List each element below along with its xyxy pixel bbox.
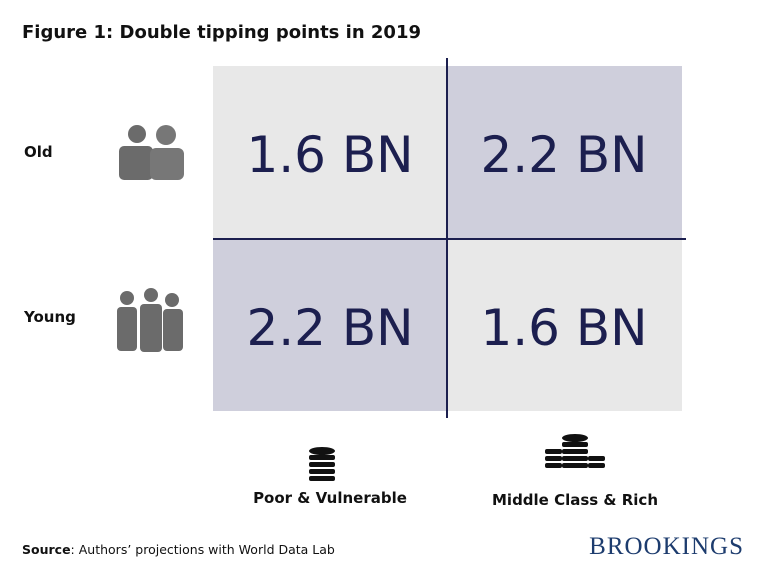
logo: BROOKINGS xyxy=(589,533,744,560)
cell-value: 1.6 BN xyxy=(246,126,413,184)
coins-small xyxy=(309,447,335,481)
young-icon xyxy=(117,288,183,352)
old-icon xyxy=(119,125,184,180)
source-text: : Authors’ projections with World Data L… xyxy=(71,542,335,557)
source-label: Source xyxy=(22,542,71,557)
cell-value: 2.2 BN xyxy=(480,126,647,184)
cell-value: 2.2 BN xyxy=(246,299,413,357)
column-label: Middle Class & Rich xyxy=(492,491,658,509)
cell-bg xyxy=(447,66,682,239)
cell-bg xyxy=(447,239,682,411)
column-label: Poor & Vulnerable xyxy=(253,489,407,507)
row-label: Young xyxy=(23,308,76,326)
cell-value: 1.6 BN xyxy=(480,299,647,357)
source: Source: Authors’ projections with World … xyxy=(22,542,335,557)
cell-bg xyxy=(213,239,447,411)
cell-bg xyxy=(213,66,447,239)
coins-large xyxy=(545,434,605,468)
row-label: Old xyxy=(24,143,53,161)
title: Figure 1: Double tipping points in 2019 xyxy=(22,22,421,43)
